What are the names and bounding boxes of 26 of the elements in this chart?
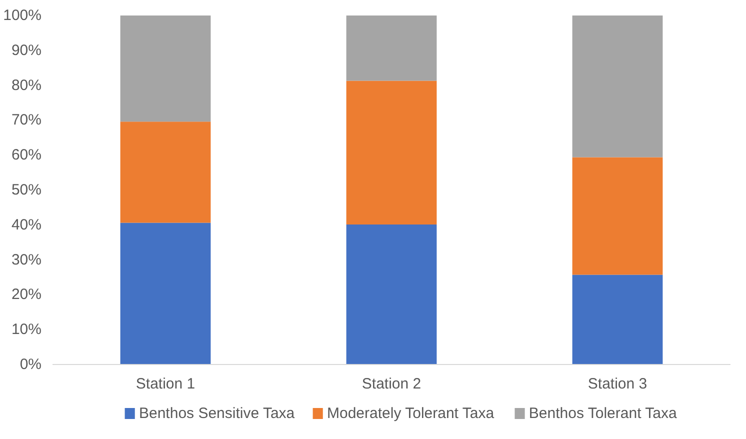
y-tick-label: 60%	[11, 146, 42, 164]
y-tick-label: 10%	[11, 321, 42, 338]
bar	[346, 80, 437, 225]
y-tick-label: 70%	[11, 112, 42, 129]
y-tick-label: 20%	[11, 286, 42, 304]
x-tick-label: Station 2	[362, 376, 422, 392]
bar	[572, 16, 663, 158]
y-tick-label: 100%	[3, 7, 42, 24]
x-tick-label: Station 1	[136, 376, 196, 392]
legend-label: Benthos Sensitive Taxa	[138, 405, 296, 422]
legend-label: Benthos Tolerant Taxa	[528, 405, 678, 422]
bar	[120, 16, 211, 122]
bar	[120, 122, 211, 223]
y-tick-label: 80%	[11, 76, 42, 94]
bar	[346, 16, 437, 81]
y-tick-label: 40%	[11, 216, 42, 234]
y-tick-label: 0%	[20, 356, 42, 373]
y-tick-label: 50%	[11, 182, 42, 198]
y-tick-label: 90%	[11, 42, 42, 59]
bar	[572, 157, 663, 275]
bar	[346, 224, 437, 364]
y-tick-label: 30%	[11, 251, 42, 268]
legend-label: Moderately Tolerant Taxa	[327, 405, 495, 422]
bar	[120, 222, 211, 364]
x-tick-label: Station 3	[588, 376, 648, 392]
bar	[572, 274, 663, 364]
